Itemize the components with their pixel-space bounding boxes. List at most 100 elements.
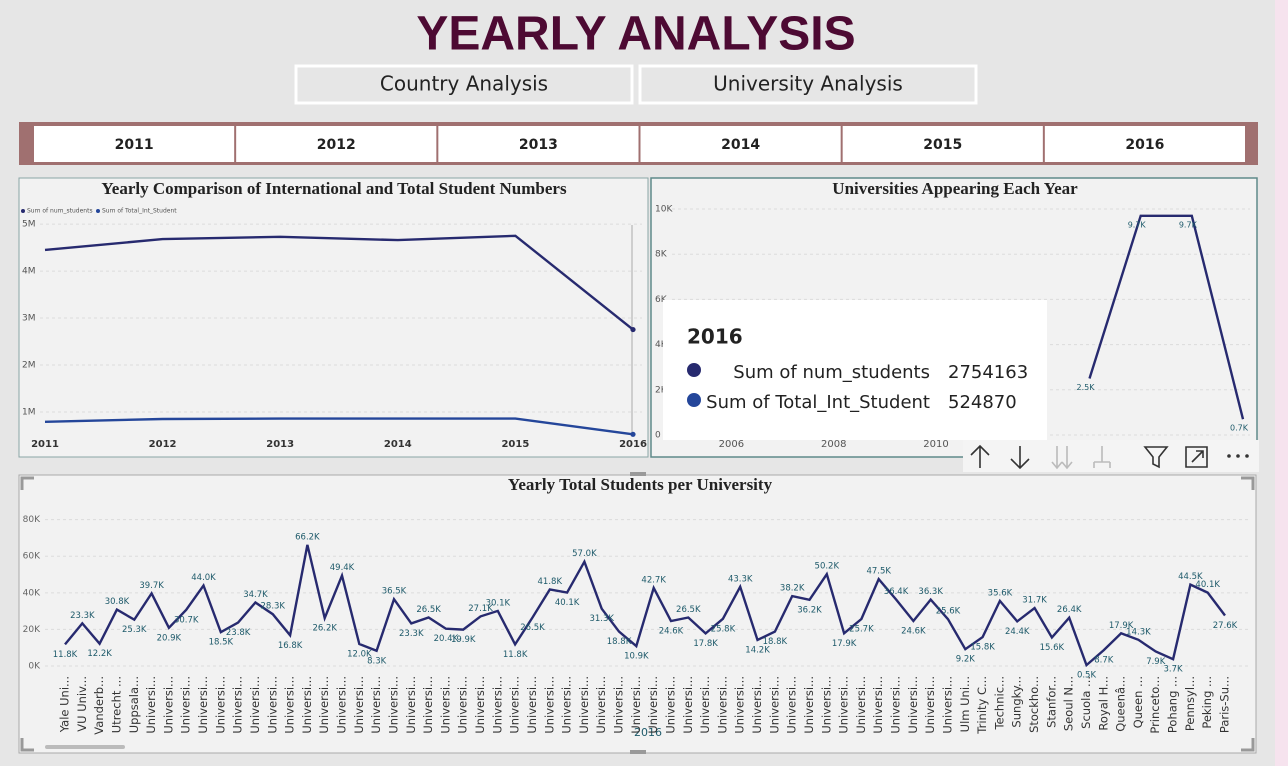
y-tick-label: 3M — [22, 314, 36, 324]
x-tick-label: Vanderb... — [92, 676, 106, 735]
x-tick-label: Universi... — [300, 676, 314, 734]
x-tick-label: Universi... — [283, 676, 297, 734]
slicer-item[interactable] — [236, 126, 437, 162]
data-label: 35.6K — [988, 588, 1013, 598]
data-label: 8.7K — [1094, 656, 1114, 666]
icon-filter[interactable] — [1143, 446, 1169, 469]
x-tick-label: Universi... — [231, 676, 245, 734]
nav-label[interactable]: University Analysis — [713, 72, 903, 96]
data-label: 12.0K — [347, 650, 372, 660]
data-label: 23.3K — [70, 611, 95, 621]
x-tick-label: Universi... — [387, 676, 401, 734]
icon-expand-next[interactable] — [1093, 446, 1111, 468]
slicer-label[interactable]: 2014 — [721, 137, 760, 153]
charts: 1M 2M 3M 4M 5M 2011 2012 2013 2014 2015 2016 Sum of… — [21, 205, 1256, 735]
panel — [18, 474, 1257, 754]
y-tick-label: 40K — [23, 588, 41, 598]
slicer-item[interactable] — [34, 126, 235, 162]
x-tick-label: Universi... — [802, 676, 816, 734]
tooltip-title: 2016 — [687, 325, 743, 349]
x-tick-label: Paris-Su... — [1218, 676, 1232, 733]
data-label: 18.5K — [209, 638, 234, 648]
y-tick-label: 0K — [28, 662, 41, 672]
nav-button[interactable] — [638, 64, 978, 105]
slicer-label[interactable]: 2016 — [1125, 137, 1164, 153]
icon-focus[interactable] — [1185, 446, 1208, 468]
x-tick-label: Uppsala... — [127, 676, 141, 733]
data-label: 36.3K — [918, 587, 943, 597]
data-label: 25.3K — [122, 625, 147, 635]
x-tick-label: Universi... — [854, 676, 868, 734]
data-label: 17.8K — [693, 639, 718, 649]
slicer-label[interactable]: 2012 — [317, 137, 356, 153]
x-tick-label: Universi... — [923, 676, 937, 734]
nav: Country Analysis University Analysis — [294, 64, 978, 105]
x-tick-label: 2014 — [384, 439, 412, 450]
panel — [18, 177, 649, 458]
data-label: 26.2K — [312, 624, 337, 634]
data-label: 43.3K — [728, 574, 753, 584]
line — [1088, 214, 1245, 420]
icon-down[interactable] — [1010, 446, 1030, 470]
x-tick-label: Universi... — [577, 676, 591, 734]
data-label: 36.4K — [884, 587, 909, 597]
data-label: 39.7K — [139, 581, 164, 591]
y-tick-label: 2M — [22, 361, 36, 371]
data-label: 20.9K — [157, 633, 182, 643]
x-tick-label: Pohang ... — [1166, 676, 1180, 733]
x-tick-label: Universi... — [352, 676, 366, 734]
y-tick-label: 0 — [655, 431, 661, 441]
slicer-item[interactable] — [1044, 126, 1245, 162]
data-label: 26.5K — [416, 605, 441, 615]
data-label: 16.8K — [278, 641, 303, 651]
point — [630, 326, 636, 333]
x-tick-label: Universi... — [646, 676, 660, 734]
slicer-label[interactable]: 2013 — [519, 137, 558, 153]
icon-more[interactable] — [1227, 454, 1249, 458]
slicer-item[interactable] — [438, 126, 639, 162]
side-strip — [1275, 0, 1288, 766]
tooltip-value: 2754163 — [948, 362, 1028, 383]
data-label: 31.3K — [589, 614, 614, 624]
x-tick-label: 2010 — [923, 439, 948, 450]
tooltip-swatch — [687, 363, 701, 377]
x-tick-label: Universi... — [681, 676, 695, 734]
data-label: 14.3K — [1126, 627, 1151, 637]
slicer-label[interactable]: 2015 — [923, 137, 962, 153]
x-tick-label: 2011 — [31, 439, 59, 450]
icon-up[interactable] — [970, 444, 990, 468]
data-label: 18.8K — [607, 637, 632, 647]
x-tick-label: 2012 — [149, 439, 177, 450]
data-label: 36.2K — [797, 605, 822, 615]
data-label: 49.4K — [330, 563, 355, 573]
x-tick-label: Pennsyl... — [1183, 676, 1197, 731]
data-label: 24.6K — [901, 626, 926, 636]
x-tick-label: Universi... — [889, 676, 903, 734]
toolbar — [963, 440, 1259, 472]
data-label: 44.5K — [1178, 572, 1203, 582]
handle — [630, 472, 646, 476]
data-label: 40.1K — [1195, 580, 1220, 590]
data-label: 44.0K — [191, 573, 216, 583]
nav-label[interactable]: Country Analysis — [380, 72, 548, 96]
y-tick-label: 20K — [23, 625, 41, 635]
x-tick-label: Universi... — [785, 676, 799, 734]
data-label: 15.8K — [970, 643, 995, 653]
data-label: 25.7K — [849, 624, 874, 634]
x-tick-label: Universi... — [941, 676, 955, 734]
nav-button[interactable] — [294, 64, 634, 105]
data-label: 11.8K — [503, 650, 528, 660]
slicer-item[interactable] — [640, 126, 841, 162]
scrollbar[interactable] — [45, 745, 125, 749]
x-tick-label: Scuola ... — [1079, 676, 1093, 729]
data-label: 9.2K — [956, 655, 976, 665]
icon-drill-all[interactable] — [1051, 446, 1073, 470]
x-tick-label: Universi... — [594, 676, 608, 734]
x-tick-label: Universi... — [508, 676, 522, 734]
slicer-label[interactable]: 2011 — [115, 137, 154, 153]
x-tick-label: Utrecht ... — [109, 676, 123, 733]
slicer-item[interactable] — [842, 126, 1043, 162]
data-label: 47.5K — [866, 567, 891, 577]
x-tick-label: Universi... — [196, 676, 210, 734]
